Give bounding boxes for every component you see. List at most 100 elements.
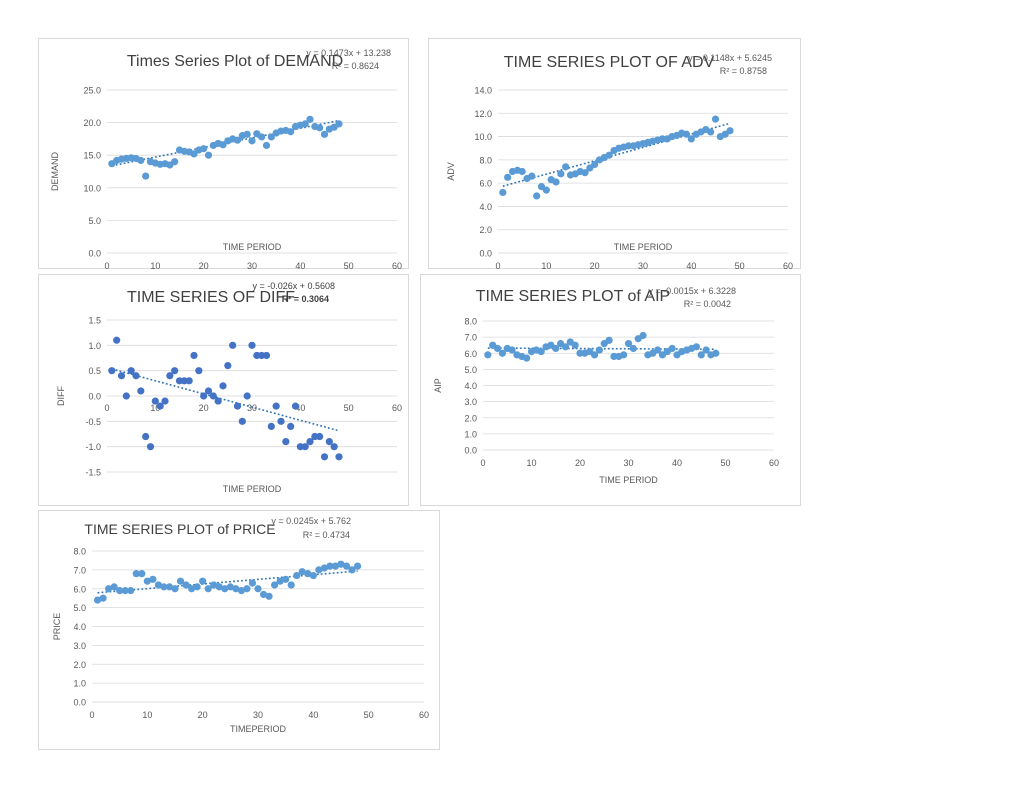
r-squared-label: R² = 0.0042 (684, 299, 731, 309)
x-tick-label: 40 (672, 458, 682, 468)
y-tick-label: -1.5 (85, 468, 101, 478)
data-point (591, 160, 599, 169)
aip-chart-svg: 0.0 1.0 2.0 3.0 4.0 5.0 6.0 7.0 8.0 0 10 20 30 40 50 60… (433, 286, 779, 485)
data-point (219, 382, 227, 390)
data-point (233, 402, 242, 410)
data-point (692, 343, 700, 351)
data-point (304, 570, 312, 578)
x-axis-label: TIME PERIOD (223, 484, 282, 494)
data-point (108, 367, 116, 375)
y-tick-label: 7.0 (464, 333, 477, 343)
x-tick-label: 50 (720, 458, 730, 468)
y-tick-label: 10.0 (474, 132, 492, 142)
x-tick-label: 30 (623, 458, 633, 468)
y-axis-label: AIP (433, 378, 443, 393)
y-tick-label: 5.0 (73, 603, 86, 613)
y-tick-label: 3.0 (73, 641, 86, 651)
data-point (188, 585, 196, 593)
data-point (219, 141, 227, 149)
x-tick-label: 30 (253, 710, 263, 720)
y-tick-label: 8.0 (464, 317, 477, 327)
x-tick-label: 60 (783, 261, 793, 270)
data-point (105, 585, 113, 593)
data-point (552, 178, 560, 186)
data-point (262, 141, 271, 150)
data-point (176, 577, 185, 585)
x-tick-label: 40 (686, 261, 696, 270)
y-tick-label: 5.0 (88, 216, 101, 226)
x-tick-label: 30 (247, 261, 257, 270)
x-tick-label: 10 (142, 710, 152, 720)
chart-title: TIME SERIES PLOT of AIP (476, 288, 670, 305)
r-squared-label: R² = 0.4734 (303, 530, 350, 540)
x-axis-label: TIME PERIOD (599, 475, 658, 485)
data-point (493, 344, 502, 353)
data-point (156, 402, 164, 410)
y-tick-label: 6.0 (464, 349, 477, 359)
y-tick-label: 0.0 (88, 392, 101, 402)
y-tick-label: 2.0 (464, 413, 477, 423)
data-point (276, 577, 284, 585)
data-point (271, 581, 279, 589)
data-point (113, 336, 121, 344)
data-point (277, 417, 285, 425)
data-point (185, 377, 193, 385)
data-point (142, 172, 150, 180)
data-point (200, 392, 208, 400)
price-chart-panel: 0.0 1.0 2.0 3.0 4.0 5.0 6.0 7.0 8.0 0 10 20 30 40 50 60… (38, 510, 440, 750)
x-tick-label: 0 (495, 261, 500, 270)
data-point (542, 186, 550, 194)
data-point (337, 560, 345, 568)
data-point (605, 151, 613, 159)
data-point (348, 566, 356, 574)
data-point (190, 150, 198, 158)
diff-chart-svg: -1.5 -1.0 -0.5 0.0 0.5 1.0 1.5 0 10 20 30 40 50 60 TIM… (56, 281, 402, 494)
data-point (315, 566, 323, 574)
x-tick-label: 40 (308, 710, 318, 720)
y-tick-label: 20.0 (83, 118, 101, 128)
data-point (287, 581, 295, 589)
y-tick-label: 1.0 (73, 679, 86, 689)
y-tick-label: 0.5 (88, 366, 101, 376)
x-tick-label: 50 (735, 261, 745, 270)
data-point (561, 343, 570, 351)
x-tick-label: 30 (638, 261, 648, 270)
y-tick-label: 10.0 (83, 183, 101, 193)
data-point (248, 341, 256, 349)
trendline-equation: y = -0.0015x + 6.3228 (648, 286, 736, 296)
adv-chart-svg: 0.0 2.0 4.0 6.0 8.0 10.0 12.0 14.0 0 10 20 30 40 50 60… (446, 53, 793, 270)
data-point (195, 367, 203, 375)
data-point (326, 562, 334, 570)
data-point (171, 158, 179, 166)
data-point (265, 592, 273, 600)
data-point (629, 344, 637, 353)
y-tick-label: -0.5 (85, 417, 101, 427)
data-point (639, 331, 647, 340)
y-axis-label: DEMAND (50, 152, 60, 192)
data-point (508, 346, 516, 354)
data-point (309, 571, 317, 580)
data-point (354, 562, 362, 570)
data-point (199, 577, 207, 585)
data-point (282, 438, 290, 446)
data-point (232, 585, 240, 593)
y-tick-label: 4.0 (479, 202, 492, 212)
data-point (210, 581, 218, 589)
data-point (93, 596, 102, 604)
chart-title: Times Series Plot of DEMAND (127, 53, 343, 70)
data-point (117, 372, 126, 380)
data-point (160, 583, 168, 591)
data-point (237, 587, 245, 595)
data-point (287, 422, 295, 430)
data-point (248, 579, 257, 587)
trendline (111, 368, 340, 432)
r-squared-label: R² = 0.8624 (332, 61, 379, 71)
data-point (562, 163, 570, 171)
data-point (190, 351, 198, 360)
chart-title: TIME SERIES PLOT OF ADV (504, 54, 715, 71)
data-point (233, 136, 242, 144)
data-point (590, 351, 599, 359)
data-point (320, 130, 329, 138)
data-point (620, 351, 628, 359)
data-point (209, 392, 217, 400)
